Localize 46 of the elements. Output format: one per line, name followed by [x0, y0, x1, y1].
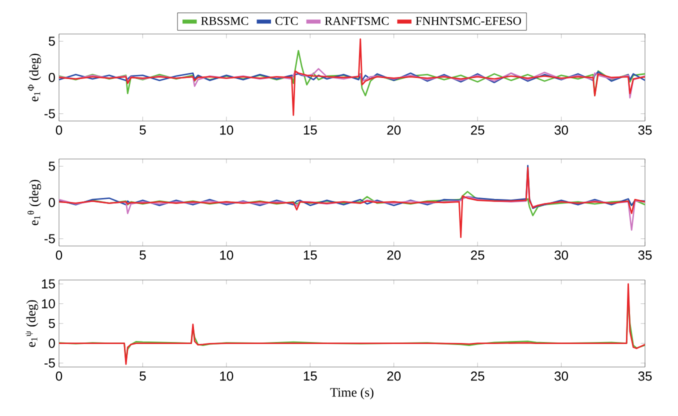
y-tick-label: 5: [48, 162, 55, 171]
y-axis-title: e$_{1}$$^{Φ}$ (deg): [28, 54, 42, 102]
x-tick-label: 0: [56, 250, 62, 260]
x-tick-label: 0: [56, 372, 62, 381]
y-tick-label: 5: [48, 36, 55, 46]
x-axis-title: Time (s): [330, 388, 374, 400]
x-tick-label: 0: [56, 126, 62, 135]
y-tick-label: 0: [48, 338, 55, 348]
x-tick-label: 15: [304, 372, 317, 381]
y-tick-label: 10: [42, 299, 55, 308]
y-tick-label: -5: [44, 234, 55, 244]
x-tick-label: 30: [554, 126, 568, 135]
y-tick-label: -5: [44, 358, 55, 368]
x-tick-label: 25: [471, 250, 484, 260]
x-tick-label: 20: [387, 250, 401, 260]
x-tick-label: 20: [387, 372, 401, 381]
x-tick-label: 35: [638, 126, 652, 135]
line-series: [59, 38, 646, 116]
x-tick-label: 10: [220, 126, 234, 135]
x-tick-label: 5: [140, 126, 146, 135]
legend-label: FNHNTSMC-EFESO: [416, 16, 521, 25]
y-tick-label: -5: [44, 109, 55, 118]
x-tick-label: 15: [304, 250, 317, 260]
legend-label: RBSSMC: [201, 16, 248, 25]
x-tick-label: 35: [638, 372, 652, 381]
x-tick-label: 35: [638, 250, 652, 260]
x-tick-label: 20: [387, 126, 401, 135]
line-series: [59, 164, 646, 209]
legend-label: RANFTSMC: [324, 16, 389, 25]
x-tick-label: 10: [220, 250, 234, 260]
line-series: [59, 68, 646, 98]
x-tick-label: 25: [471, 126, 484, 135]
y-tick-label: 15: [42, 279, 55, 288]
x-tick-label: 5: [140, 372, 146, 381]
x-tick-label: 5: [140, 250, 146, 260]
y-tick-label: 5: [48, 318, 55, 328]
y-axis-title: e$_{1}$$^{ψ}$ (deg): [26, 300, 38, 347]
x-tick-label: 30: [554, 250, 568, 260]
x-tick-label: 30: [554, 372, 568, 381]
x-tick-label: 15: [304, 126, 317, 135]
y-axis-title: e$_{1}$$^{θ}$ (deg): [28, 180, 42, 226]
x-tick-label: 10: [220, 372, 234, 381]
x-tick-label: 25: [471, 372, 484, 381]
legend-label: CTC: [275, 16, 298, 25]
y-tick-label: 0: [48, 198, 55, 208]
y-tick-label: 0: [48, 72, 55, 82]
